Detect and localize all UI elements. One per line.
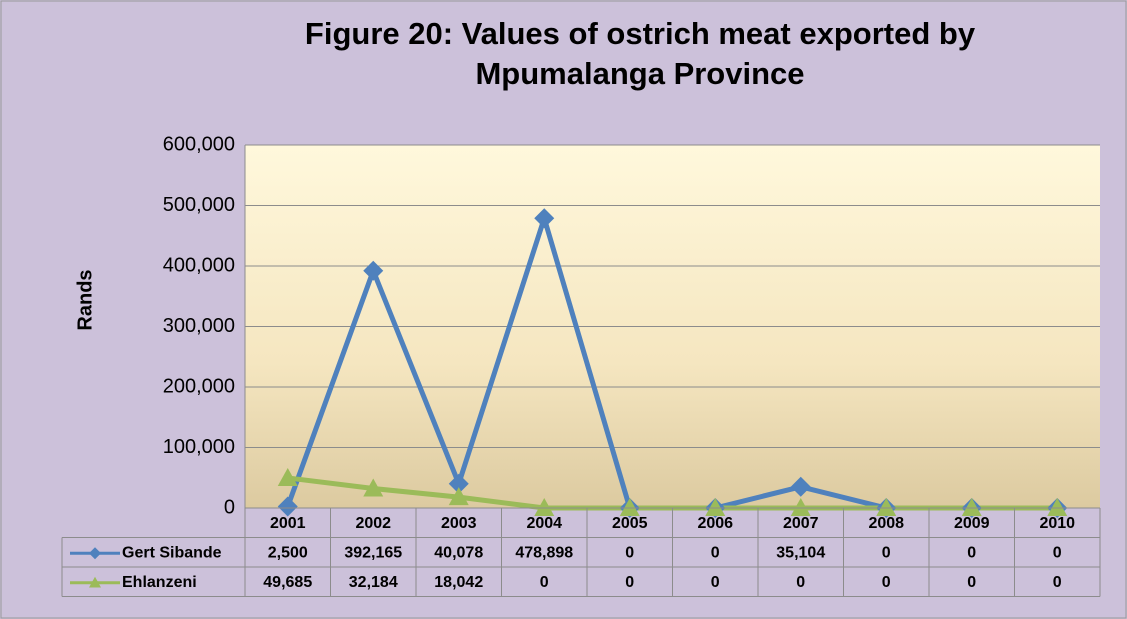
data-label: 32,184 <box>349 574 398 591</box>
data-label: 2,500 <box>268 544 308 561</box>
data-label: 392,165 <box>344 544 402 561</box>
legend-marker <box>89 576 101 588</box>
data-label: 35,104 <box>776 544 825 561</box>
data-point <box>277 467 298 486</box>
data-label: 0 <box>625 544 634 561</box>
data-point <box>790 476 811 497</box>
data-label: 0 <box>1053 574 1062 591</box>
data-point <box>961 498 982 516</box>
x-tick-label: 2008 <box>868 515 904 532</box>
x-tick-label: 2004 <box>526 515 562 532</box>
data-point <box>448 473 469 494</box>
y-tick-label: 300,000 <box>163 315 235 337</box>
data-point <box>534 208 555 229</box>
data-point <box>790 498 811 516</box>
data-point <box>277 496 298 517</box>
data-point <box>363 260 384 281</box>
x-tick-label: 2003 <box>441 515 477 532</box>
y-tick-label: 100,000 <box>163 436 235 458</box>
x-tick-label: 2010 <box>1039 515 1075 532</box>
y-tick-label: 600,000 <box>163 133 235 155</box>
x-tick-label: 2005 <box>612 515 648 532</box>
data-label: 478,898 <box>515 544 573 561</box>
data-point <box>1047 498 1068 516</box>
x-tick-label: 2007 <box>783 515 819 532</box>
data-point <box>363 478 384 497</box>
x-tick-label: 2002 <box>355 515 391 532</box>
data-label: 0 <box>796 574 805 591</box>
data-label: 0 <box>1053 544 1062 561</box>
data-point <box>705 498 726 516</box>
legend-label: Ehlanzeni <box>122 574 197 591</box>
data-point <box>619 498 640 516</box>
legend-label: Gert Sibande <box>122 544 222 561</box>
y-tick-label: 400,000 <box>163 254 235 276</box>
chart-title: Figure 20: Values of ostrich meat export… <box>304 16 976 91</box>
x-tick-label: 2009 <box>954 515 990 532</box>
y-tick-label: 0 <box>224 496 235 518</box>
data-label: 0 <box>967 574 976 591</box>
data-point <box>534 498 555 516</box>
data-label: 0 <box>711 544 720 561</box>
x-tick-label: 2006 <box>697 515 733 532</box>
data-label: 0 <box>967 544 976 561</box>
y-tick-label: 500,000 <box>163 194 235 216</box>
data-label: 0 <box>882 544 891 561</box>
data-label: 0 <box>882 574 891 591</box>
data-label: 0 <box>711 574 720 591</box>
data-label: 18,042 <box>434 574 483 591</box>
data-label: 0 <box>625 574 634 591</box>
legend-marker <box>89 547 101 560</box>
data-label: 40,078 <box>434 544 483 561</box>
data-label: 49,685 <box>263 574 312 591</box>
y-tick-label: 200,000 <box>163 375 235 397</box>
data-label: 0 <box>540 574 549 591</box>
data-point <box>876 498 897 516</box>
x-tick-label: 2001 <box>270 515 306 532</box>
data-point <box>448 487 469 506</box>
y-axis-label: Rands <box>74 269 96 330</box>
